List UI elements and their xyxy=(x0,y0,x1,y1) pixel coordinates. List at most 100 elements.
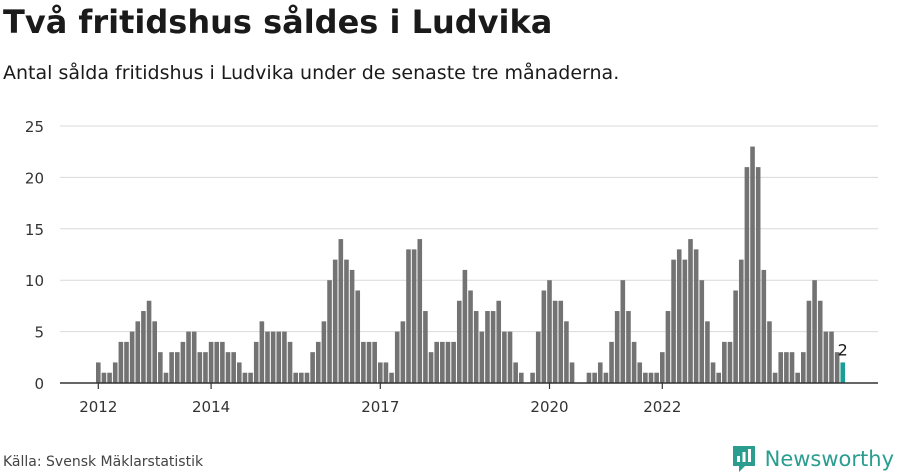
bar xyxy=(519,372,524,383)
bar xyxy=(355,290,361,383)
bar xyxy=(688,239,693,383)
bar xyxy=(361,341,366,383)
bar xyxy=(812,280,817,383)
bar xyxy=(270,331,276,383)
newsworthy-logo-icon xyxy=(732,446,755,472)
bar xyxy=(733,290,738,383)
page-title: Två fritidshus såldes i Ludvika xyxy=(3,3,553,41)
y-tick-label: 20 xyxy=(25,169,44,187)
bar xyxy=(535,331,541,383)
bar xyxy=(462,269,468,383)
bar xyxy=(400,321,406,383)
x-axis-ticks: 2012 2014 2017 2020 2022 xyxy=(79,383,681,416)
bar xyxy=(180,341,186,383)
bar xyxy=(174,352,180,383)
x-tick-label: 2022 xyxy=(643,398,681,416)
bar xyxy=(530,372,535,383)
bar xyxy=(654,372,659,383)
bar xyxy=(299,372,304,383)
bar xyxy=(767,321,772,383)
data-labels: 2 xyxy=(838,340,848,359)
bar xyxy=(795,372,800,383)
bar xyxy=(445,341,451,383)
x-tick-label: 2012 xyxy=(79,398,117,416)
bar xyxy=(456,300,462,383)
bar xyxy=(817,300,823,383)
bar xyxy=(620,280,626,383)
bar xyxy=(135,321,141,383)
bar xyxy=(152,321,157,383)
bar xyxy=(513,362,518,383)
bar xyxy=(389,372,394,383)
bar xyxy=(806,300,812,383)
bar xyxy=(705,321,710,383)
bar xyxy=(440,341,445,383)
bar xyxy=(834,352,840,383)
bar xyxy=(197,352,203,383)
bar xyxy=(101,372,107,383)
bar xyxy=(801,352,806,383)
bar xyxy=(761,269,767,383)
bar xyxy=(310,352,315,383)
bar xyxy=(394,331,400,383)
bar xyxy=(552,300,558,383)
bar xyxy=(349,269,355,383)
bar xyxy=(163,372,169,383)
bar xyxy=(203,352,208,383)
bar xyxy=(490,311,496,383)
bar xyxy=(671,259,676,383)
bar xyxy=(507,331,513,383)
y-tick-label: 15 xyxy=(25,221,44,239)
y-tick-label: 5 xyxy=(34,324,44,342)
bar xyxy=(665,311,671,383)
bar xyxy=(778,352,784,383)
bar xyxy=(750,146,755,383)
brand-name: Newsworthy xyxy=(764,447,894,471)
bar xyxy=(383,362,389,383)
bar xyxy=(293,372,298,383)
bar xyxy=(259,321,265,383)
bar xyxy=(451,341,456,383)
bar xyxy=(829,331,834,383)
bar xyxy=(366,341,372,383)
bar xyxy=(699,280,705,383)
bar xyxy=(738,259,744,383)
bar xyxy=(485,311,490,383)
bar xyxy=(124,341,129,383)
bar xyxy=(716,372,721,383)
bar xyxy=(744,167,750,383)
bar xyxy=(344,259,349,383)
bar xyxy=(423,311,428,383)
bar xyxy=(169,352,174,383)
bar xyxy=(321,321,327,383)
bar xyxy=(823,331,829,383)
bar xyxy=(564,321,569,383)
bar xyxy=(208,341,214,383)
bar xyxy=(315,341,321,383)
bar xyxy=(327,280,332,383)
x-tick-label: 2017 xyxy=(361,398,399,416)
x-tick-label: 2014 xyxy=(192,398,230,416)
bar xyxy=(332,259,338,383)
bar xyxy=(643,372,648,383)
y-tick-label: 25 xyxy=(25,118,44,136)
bar xyxy=(112,362,118,383)
bar xyxy=(107,372,112,383)
bar xyxy=(378,362,383,383)
bar xyxy=(693,249,699,383)
y-tick-label: 10 xyxy=(25,272,44,290)
bar xyxy=(411,249,417,383)
bar xyxy=(727,341,733,383)
bar xyxy=(609,341,614,383)
last-value-label: 2 xyxy=(838,340,848,359)
bar xyxy=(631,341,637,383)
bar xyxy=(592,372,597,383)
bar xyxy=(338,239,344,383)
bar xyxy=(626,311,631,383)
bar xyxy=(417,239,423,383)
brand[interactable]: Newsworthy xyxy=(731,444,894,474)
bar xyxy=(372,341,377,383)
x-tick-label: 2020 xyxy=(530,398,568,416)
bar xyxy=(660,352,665,383)
bar xyxy=(614,311,620,383)
